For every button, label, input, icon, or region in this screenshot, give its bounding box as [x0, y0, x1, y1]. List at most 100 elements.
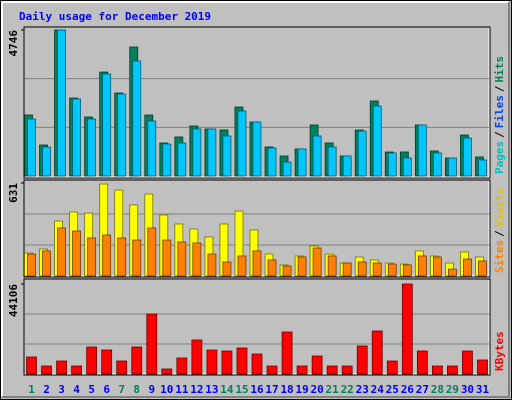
- bar: [402, 157, 412, 177]
- y-tick-label: 44106: [7, 284, 20, 317]
- legend-separator: /: [493, 85, 506, 92]
- bar: [267, 259, 277, 277]
- x-tick-label: 21: [326, 383, 340, 396]
- bar: [207, 128, 217, 177]
- bar: [432, 256, 442, 277]
- x-tick-label: 1: [28, 383, 35, 396]
- bar: [206, 349, 218, 375]
- x-tick-label: 7: [118, 383, 125, 396]
- legend: KBytes: [493, 331, 506, 371]
- bar: [101, 349, 113, 375]
- x-tick-label: 22: [341, 383, 354, 396]
- legend: Sites / Visits: [493, 188, 506, 274]
- bar: [357, 130, 367, 177]
- x-tick-label: 3: [58, 383, 65, 396]
- bar: [192, 242, 202, 277]
- bar: [478, 260, 487, 277]
- legend-entry: Hits: [493, 56, 506, 83]
- bar: [356, 345, 368, 375]
- bar: [342, 262, 352, 277]
- bar: [297, 256, 307, 277]
- legend-separator: /: [493, 230, 506, 237]
- bar: [282, 265, 292, 277]
- x-tick-label: 20: [311, 383, 324, 396]
- bar: [252, 121, 262, 177]
- bar: [402, 264, 412, 277]
- x-tick-label: 29: [446, 383, 459, 396]
- bar: [282, 161, 292, 177]
- bar: [326, 365, 338, 375]
- bar: [432, 152, 442, 177]
- bar: [102, 73, 112, 177]
- x-tick-label: 17: [265, 383, 278, 396]
- bar: [131, 346, 143, 375]
- x-tick-label: 9: [148, 383, 155, 396]
- bar: [132, 60, 142, 177]
- x-tick-label: 18: [280, 383, 293, 396]
- title: Daily usage for December 2019: [19, 10, 211, 23]
- bar: [222, 135, 232, 177]
- legend-entry: Visits: [493, 188, 506, 228]
- bar: [416, 350, 428, 375]
- legend-entry: KBytes: [493, 331, 506, 371]
- x-tick-label: 16: [250, 383, 264, 396]
- x-tick-label: 10: [160, 383, 173, 396]
- bar: [237, 255, 247, 277]
- bar: [26, 356, 37, 375]
- bar: [237, 110, 247, 177]
- x-tick-label: 11: [175, 383, 189, 396]
- y-tick-label: 631: [7, 183, 20, 203]
- x-tick-label: 12: [190, 383, 203, 396]
- bar: [147, 120, 157, 177]
- bar: [42, 146, 51, 177]
- x-tick-label: 28: [431, 383, 444, 396]
- bar: [56, 360, 67, 375]
- bar: [372, 262, 382, 277]
- bar: [386, 360, 398, 375]
- bar: [387, 152, 397, 177]
- bar: [177, 142, 187, 177]
- bar: [27, 118, 36, 177]
- bar: [72, 98, 82, 177]
- bar: [463, 258, 472, 277]
- x-tick-label: 24: [371, 383, 385, 396]
- bar: [447, 365, 458, 375]
- bar: [312, 135, 322, 177]
- bar: [342, 155, 352, 177]
- legend-entry: Sites: [493, 240, 506, 273]
- bar: [341, 365, 353, 375]
- bar: [86, 346, 98, 375]
- x-tick-label: 4: [73, 383, 80, 396]
- bar: [42, 250, 51, 277]
- x-tick-label: 13: [205, 383, 218, 396]
- bar: [222, 261, 232, 277]
- bar: [357, 261, 367, 277]
- legend-separator: /: [493, 131, 506, 138]
- x-tick-label: 31: [476, 383, 490, 396]
- bar: [417, 255, 427, 277]
- x-tick-label: 15: [235, 383, 248, 396]
- bar: [312, 247, 322, 277]
- x-tick-label: 25: [386, 383, 399, 396]
- bar: [387, 263, 397, 277]
- bar: [462, 350, 473, 375]
- bar: [327, 255, 337, 277]
- bar: [281, 331, 293, 375]
- bar: [372, 105, 382, 177]
- bar: [147, 227, 157, 277]
- bar: [266, 365, 278, 375]
- bar: [251, 353, 263, 375]
- bar: [221, 350, 233, 375]
- bar: [161, 368, 173, 375]
- bar: [177, 241, 187, 277]
- legend-entry: Pages: [493, 141, 506, 174]
- bar: [236, 347, 248, 375]
- y-tick-label: 4746: [7, 30, 20, 57]
- bar: [267, 147, 277, 177]
- bar: [162, 239, 172, 277]
- x-tick-label: 6: [103, 383, 110, 396]
- bar: [478, 159, 487, 177]
- x-tick-label: 26: [401, 383, 415, 396]
